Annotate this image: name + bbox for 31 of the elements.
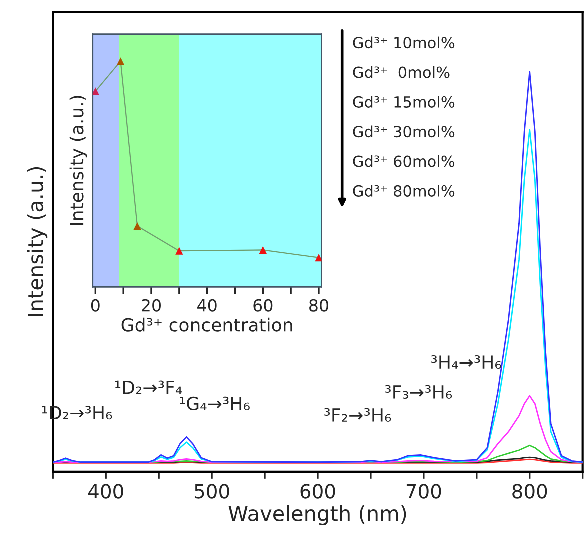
annotation: Gd³⁺ 0mol% (353, 66, 450, 78)
x-tick-label: 20 (142, 299, 161, 312)
point (92, 88, 100, 96)
text: Gd³⁺ 10mol% (353, 36, 455, 49)
annotation: Gd³⁺ 15mol% (353, 96, 455, 108)
annotation: ¹G₄→³H₆ (180, 396, 250, 411)
point (315, 254, 322, 262)
annotation: Gd³⁺ 30mol% (353, 126, 455, 138)
x-axis-title: Gd³⁺ concentration (122, 318, 292, 332)
y-axis-title: Intensity (a.u.) (27, 167, 48, 316)
point (134, 222, 142, 230)
x-axis-title: Wavelength (nm) (228, 505, 406, 526)
annotation: ³F₃→³H₆ (385, 385, 452, 399)
x-tick-label: 0 (91, 299, 100, 312)
annotation: ³F₂→³H₆ (324, 408, 392, 422)
point (259, 246, 267, 254)
x-tick-label: 40 (198, 299, 217, 312)
x-tick-label: 500 (194, 484, 230, 499)
point (116, 58, 125, 66)
x-tick-label: 800 (512, 484, 548, 499)
x-tick-label: 600 (300, 484, 336, 499)
x-tick-label: 80 (310, 299, 328, 312)
point (176, 247, 184, 255)
annotation: ³H₄→³H₆ (432, 355, 502, 370)
x-tick-label: 60 (254, 299, 273, 312)
x-tick-label: 700 (406, 484, 442, 499)
y-axis-title: Intensity (a.u.) (70, 96, 88, 226)
annotation: Gd³⁺ 80mol% (353, 185, 455, 197)
annotation: ¹D₂→³F₄ (116, 380, 182, 394)
annotation: Gd³⁺ 60mol% (353, 155, 455, 168)
x-tick-label: 400 (88, 484, 124, 499)
